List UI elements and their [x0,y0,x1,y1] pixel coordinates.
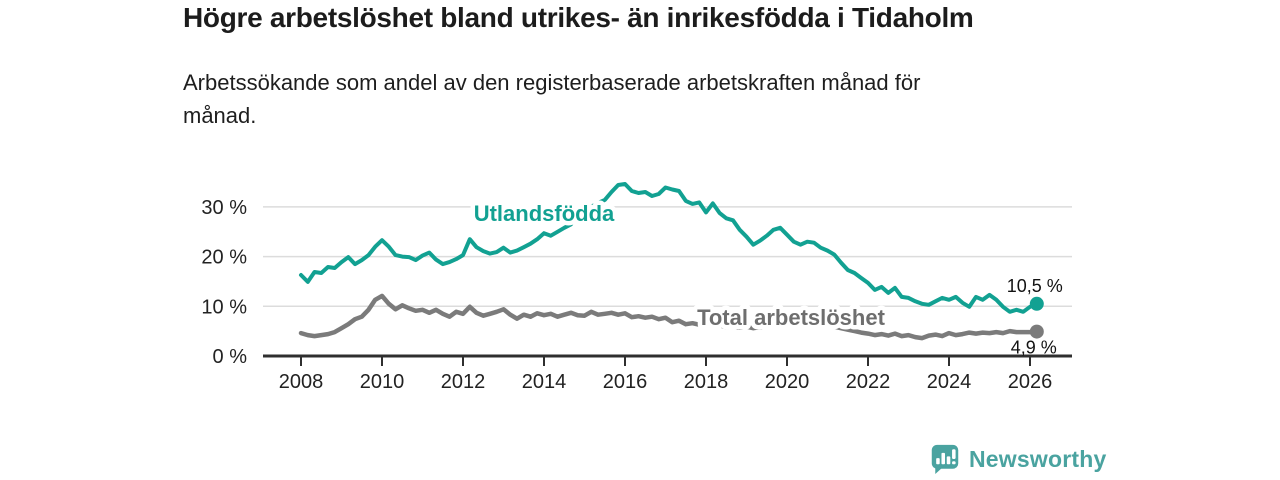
x-axis-tick-label: 2022 [846,371,891,393]
newsworthy-logo[interactable]: Newsworthy [930,443,1106,475]
series-end-dot-total [1029,324,1044,339]
series-label-total: Total arbetslöshet [697,305,886,330]
x-axis-tick-label: 2020 [765,371,810,393]
series-line-utlandsfodda [299,182,1039,314]
series-end-value-total: 4,9 % [1011,338,1057,358]
chart-subtitle: Arbetssökande som andel av den registerb… [183,70,921,128]
x-axis-tick-label: 2026 [1008,371,1053,393]
page-title: Högre arbetslöshet bland utrikes- än inr… [183,2,974,33]
x-axis-tick-label: 2008 [279,371,324,393]
y-axis-tick-label: 10 % [201,296,247,318]
y-axis-tick-label: 0 % [213,346,248,368]
x-axis-tick-label: 2014 [522,371,567,393]
series-line-total [298,293,1040,341]
series-end-dot-utlandsfodda [1029,296,1044,311]
series-end-value-utlandsfodda: 10,5 % [1007,276,1063,296]
x-axis-tick-label: 2010 [360,371,405,393]
newsworthy-logo-text: Newsworthy [969,445,1107,472]
series-label-utlandsfodda: Utlandsfödda [474,201,615,226]
x-axis-tick-label: 2024 [927,371,972,393]
x-axis-tick-label: 2016 [603,371,648,393]
x-axis-tick-label: 2012 [441,371,486,393]
x-axis-tick-label: 2018 [684,371,729,393]
y-axis-tick-label: 20 % [201,247,247,269]
bar-chart-speech-bubble-icon [931,444,959,474]
y-axis-tick-label: 30 % [201,197,247,219]
